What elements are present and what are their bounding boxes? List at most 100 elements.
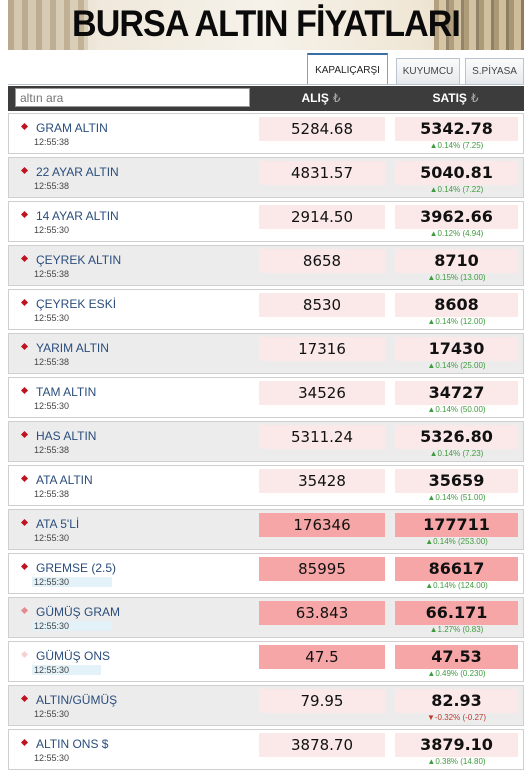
- price-row-ata-5li[interactable]: ATA 5'Lİ 12:55:30 176346 177711 ▲0.14% (…: [8, 509, 524, 550]
- column-header-sell: SATIŞ ₺: [394, 86, 517, 111]
- red-diamond-icon: [20, 650, 29, 659]
- sell-price: 17430: [395, 337, 518, 361]
- tab-kuyumcu[interactable]: KUYUMCU: [396, 58, 460, 84]
- sell-price: 86617: [395, 557, 518, 581]
- banner-decoration-right: [434, 0, 524, 50]
- price-row-gumus-ons[interactable]: GÜMÜŞ ONS 12:55:30 47.5 47.53 ▲0.49% (0.…: [8, 641, 524, 682]
- asset-name: YARIM ALTIN: [36, 341, 109, 355]
- tabs-divider: [8, 84, 524, 85]
- price-row-gremse[interactable]: GREMSE (2.5) 12:55:30 85995 86617 ▲0.14%…: [8, 553, 524, 594]
- price-row-ceyrek-eski[interactable]: ÇEYREK ESKİ 12:55:30 8530 8608 ▲0.14% (1…: [8, 289, 524, 330]
- sell-price: 34727: [395, 381, 518, 405]
- buy-price: 2914.50: [259, 205, 385, 229]
- update-time: 12:55:38: [34, 357, 70, 367]
- price-change: ▲0.49% (0.230): [427, 669, 486, 678]
- buy-price: 34526: [259, 381, 385, 405]
- red-diamond-icon: [20, 694, 29, 703]
- buy-price: 176346: [259, 513, 385, 537]
- sell-price: 82.93: [395, 689, 518, 713]
- sell-price: 3962.66: [395, 205, 518, 229]
- asset-name: 22 AYAR ALTIN: [36, 165, 119, 179]
- update-time: 12:55:38: [34, 445, 70, 455]
- red-diamond-icon: [20, 342, 29, 351]
- search-input[interactable]: [15, 88, 250, 107]
- asset-name: ATA 5'Lİ: [36, 517, 80, 531]
- column-header-buy-label: ALIŞ: [301, 91, 329, 105]
- buy-price: 35428: [259, 469, 385, 493]
- price-change: ▲0.14% (124.00): [425, 581, 488, 590]
- price-change: ▲0.14% (51.00): [427, 493, 486, 502]
- price-change: ▲0.14% (7.23): [429, 449, 484, 458]
- buy-price: 5311.24: [259, 425, 385, 449]
- price-table: GRAM ALTIN 12:55:38 5284.68 5342.78 ▲0.1…: [8, 113, 524, 773]
- update-time: 12:55:38: [34, 269, 70, 279]
- sell-price: 3879.10: [395, 733, 518, 757]
- sell-price: 66.171: [395, 601, 518, 625]
- sell-price: 5326.80: [395, 425, 518, 449]
- asset-name: ATA ALTIN: [36, 473, 93, 487]
- buy-price: 5284.68: [259, 117, 385, 141]
- update-time: 12:55:30: [34, 709, 70, 719]
- price-change: ▲0.14% (50.00): [427, 405, 486, 414]
- price-row-gram-altin[interactable]: GRAM ALTIN 12:55:38 5284.68 5342.78 ▲0.1…: [8, 113, 524, 154]
- price-change: ▲0.14% (7.22): [429, 185, 484, 194]
- buy-price: 3878.70: [259, 733, 385, 757]
- lira-icon: ₺: [470, 91, 479, 105]
- price-row-22-ayar-altin[interactable]: 22 AYAR ALTIN 12:55:38 4831.57 5040.81 ▲…: [8, 157, 524, 198]
- red-diamond-icon: [20, 606, 29, 615]
- buy-price: 8658: [259, 249, 385, 273]
- update-time: 12:55:38: [34, 489, 70, 499]
- red-diamond-icon: [20, 738, 29, 747]
- tab-s-piyasa[interactable]: S.PİYASA: [465, 58, 524, 84]
- update-time: 12:55:38: [34, 181, 70, 191]
- column-header-sell-label: SATIŞ: [432, 91, 467, 105]
- price-change: ▲0.14% (25.00): [427, 361, 486, 370]
- update-time: 12:55:30: [32, 577, 112, 587]
- price-row-yarim-altin[interactable]: YARIM ALTIN 12:55:38 17316 17430 ▲0.14% …: [8, 333, 524, 374]
- sell-price: 177711: [395, 513, 518, 537]
- market-tabs: KAPALIÇARŞI KUYUMCU S.PİYASA: [0, 52, 532, 85]
- asset-name: ÇEYREK ALTIN: [36, 253, 122, 267]
- update-time: 12:55:38: [34, 137, 70, 147]
- asset-name: ALTIN/GÜMÜŞ: [36, 693, 118, 707]
- buy-price: 79.95: [259, 689, 385, 713]
- sell-price: 8608: [395, 293, 518, 317]
- price-change: ▲0.14% (253.00): [425, 537, 488, 546]
- price-row-ceyrek-altin[interactable]: ÇEYREK ALTIN 12:55:38 8658 8710 ▲0.15% (…: [8, 245, 524, 286]
- red-diamond-icon: [20, 122, 29, 131]
- buy-price: 85995: [259, 557, 385, 581]
- red-diamond-icon: [20, 562, 29, 571]
- update-time: 12:55:30: [34, 225, 70, 235]
- sell-price: 5040.81: [395, 161, 518, 185]
- asset-name: TAM ALTIN: [36, 385, 97, 399]
- asset-name: 14 AYAR ALTIN: [36, 209, 119, 223]
- table-header: ALIŞ ₺ SATIŞ₺: [8, 86, 524, 111]
- asset-name: HAS ALTIN: [36, 429, 97, 443]
- asset-name: GREMSE (2.5): [36, 561, 117, 575]
- price-change: ▲0.15% (13.00): [427, 273, 486, 282]
- buy-price: 4831.57: [259, 161, 385, 185]
- price-change: ▲0.14% (7.25): [429, 141, 484, 150]
- red-diamond-icon: [20, 298, 29, 307]
- price-row-altin-ons[interactable]: ALTIN ONS $ 12:55:30 3878.70 3879.10 ▲0.…: [8, 729, 524, 770]
- banner-decoration-left: [8, 0, 88, 50]
- price-row-14-ayar-altin[interactable]: 14 AYAR ALTIN 12:55:30 2914.50 3962.66 ▲…: [8, 201, 524, 242]
- price-change: ▲1.27% (0.83): [429, 625, 484, 634]
- header-banner: BURSA ALTIN FİYATLARI: [8, 0, 524, 50]
- price-change: ▼-0.32% (-0.27): [426, 713, 487, 722]
- tab-kapalicarsi[interactable]: KAPALIÇARŞI: [307, 53, 388, 85]
- sell-price: 8710: [395, 249, 518, 273]
- red-diamond-icon: [20, 518, 29, 527]
- update-time: 12:55:30: [32, 665, 101, 675]
- price-row-gumus-gram[interactable]: GÜMÜŞ GRAM 12:55:30 63.843 66.171 ▲1.27%…: [8, 597, 524, 638]
- price-change: ▲0.14% (12.00): [427, 317, 486, 326]
- price-change: ▲0.12% (4.94): [429, 229, 484, 238]
- price-row-tam-altin[interactable]: TAM ALTIN 12:55:30 34526 34727 ▲0.14% (5…: [8, 377, 524, 418]
- price-row-ata-altin[interactable]: ATA ALTIN 12:55:38 35428 35659 ▲0.14% (5…: [8, 465, 524, 506]
- sell-price: 5342.78: [395, 117, 518, 141]
- price-row-altin-gumus[interactable]: ALTIN/GÜMÜŞ 12:55:30 79.95 82.93 ▼-0.32%…: [8, 685, 524, 726]
- red-diamond-icon: [20, 430, 29, 439]
- buy-price: 17316: [259, 337, 385, 361]
- price-row-has-altin[interactable]: HAS ALTIN 12:55:38 5311.24 5326.80 ▲0.14…: [8, 421, 524, 462]
